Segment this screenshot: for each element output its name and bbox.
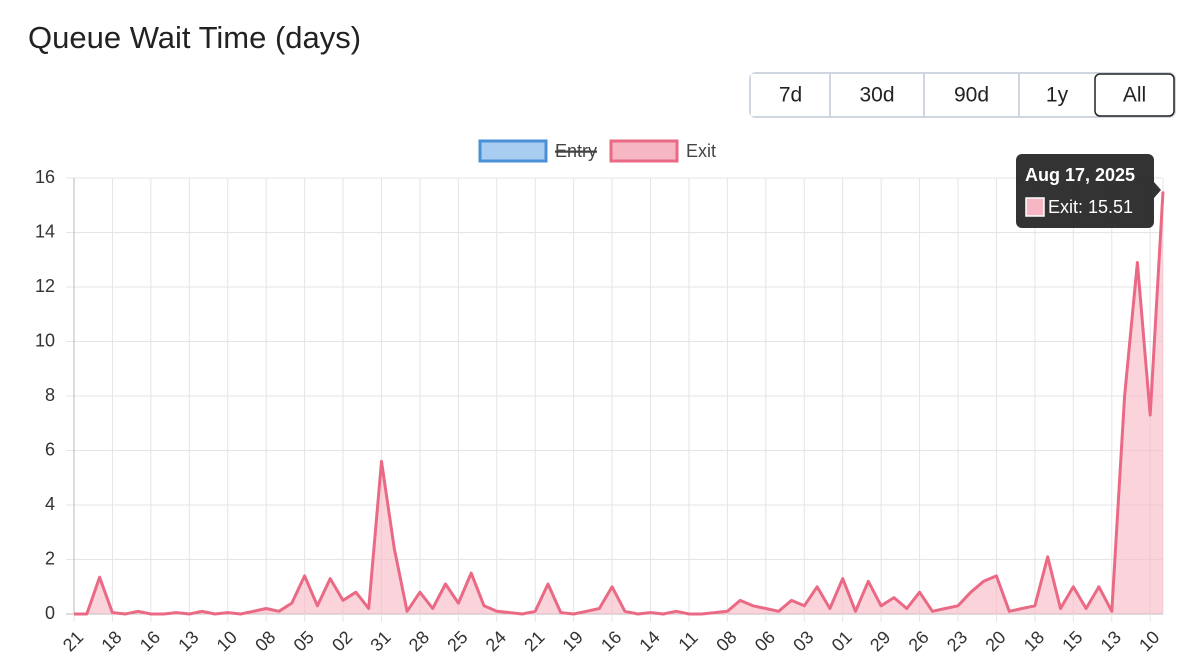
area [74, 191, 1163, 614]
y-tick-label: 4 [45, 494, 55, 514]
x-tick-label: 08 [712, 627, 740, 655]
y-tick-label: 16 [35, 167, 55, 187]
x-tick-label: 28 [405, 627, 433, 655]
button-bg [1019, 74, 1095, 116]
tooltip-swatch [1025, 197, 1045, 217]
x-tick-label: 29 [866, 627, 894, 655]
legend-item[interactable]: Exit [609, 139, 716, 163]
button-label[interactable]: 1y [1046, 84, 1069, 107]
x-tick-label: 10 [1135, 627, 1163, 655]
range-button[interactable]: 7d [751, 74, 830, 116]
x-tick-label: 26 [905, 627, 933, 655]
x-tick-label: 02 [328, 627, 356, 655]
x-tick-label: 11 [674, 627, 701, 654]
button-bg [830, 74, 924, 116]
button-bg [924, 74, 1019, 116]
button-label[interactable]: All [1123, 84, 1146, 107]
line [74, 191, 1165, 616]
y-tick-label: 14 [35, 221, 55, 241]
tooltip-label: Exit: 15.51 [1048, 197, 1133, 217]
legend-label[interactable]: Exit [686, 141, 716, 161]
button-bg [1094, 73, 1175, 117]
x-tick-label: 16 [136, 627, 164, 655]
x-tick-label: 14 [635, 627, 663, 655]
x-tick-label: 23 [943, 627, 971, 655]
legend-swatch [478, 139, 548, 163]
x-tick-label: 18 [1020, 627, 1048, 655]
range-buttons: 7d 30d 90d 1y All [749, 72, 1176, 118]
x-tick-label: 19 [559, 627, 587, 655]
range-button[interactable]: 1y [1018, 74, 1095, 116]
x-tick-label: 24 [482, 627, 510, 655]
button-label[interactable]: 30d [859, 84, 894, 107]
range-button[interactable]: 30d [829, 74, 924, 116]
button-label[interactable]: 7d [779, 84, 802, 107]
tooltip-title: Aug 17, 2025 [1025, 165, 1135, 185]
x-tick-label: 31 [366, 627, 394, 655]
x-tick-label: 16 [597, 627, 625, 655]
y-tick-label: 10 [35, 330, 55, 350]
y-tick-label: 2 [45, 548, 55, 568]
legend-item[interactable]: Entry [478, 139, 598, 163]
x-tick-label: 20 [981, 627, 1009, 655]
x-tick-label: 03 [789, 627, 817, 655]
tooltip-box [1016, 154, 1161, 228]
x-tick-label: 25 [443, 627, 471, 655]
legend-swatch [609, 139, 679, 163]
chart-title: Queue Wait Time (days) [28, 20, 361, 55]
x-tick-label: 08 [251, 627, 279, 655]
button-bg [751, 74, 830, 116]
x-tick-label: 15 [1058, 627, 1086, 655]
x-tick-label: 21 [59, 627, 87, 655]
legend-label[interactable]: Entry [555, 141, 597, 161]
button-label[interactable]: 90d [954, 84, 989, 107]
range-button[interactable]: All [1094, 73, 1175, 117]
x-tick-label: 21 [520, 627, 548, 655]
y-tick-label: 12 [35, 276, 55, 296]
x-tick-label: 13 [1097, 627, 1125, 655]
x-tick-label: 18 [97, 627, 125, 655]
range-button[interactable]: 90d [923, 74, 1019, 116]
x-tick-label: 13 [174, 627, 202, 655]
y-tick-label: 0 [45, 603, 55, 623]
tooltip: Aug 17, 2025 Exit: 15.51 [1016, 154, 1161, 228]
x-tick-label: 06 [751, 627, 779, 655]
x-tick-label: 10 [213, 627, 241, 655]
y-tick-label: 6 [45, 439, 55, 459]
y-tick-label: 8 [45, 385, 55, 405]
x-tick-label: 05 [290, 627, 318, 655]
x-tick-label: 01 [828, 627, 856, 655]
